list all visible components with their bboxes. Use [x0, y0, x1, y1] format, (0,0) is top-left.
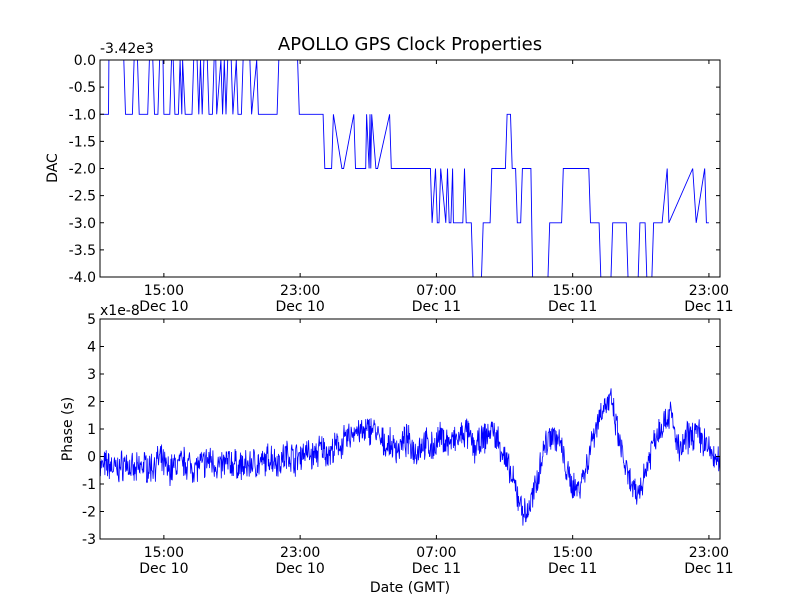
dac-y-tick-label: -2.5 [69, 189, 96, 205]
phase-y-axis-label: Phase (s) [60, 397, 76, 461]
phase-series-line-0 [100, 388, 720, 526]
dac-x-tick-date-label: Dec 10 [139, 299, 188, 315]
dac-line-layer [100, 60, 709, 277]
phase-offset-label: x1e-8 [100, 303, 140, 319]
phase-x-tick-time-label: 23:00 [280, 545, 320, 561]
phase-y-tick-label: 3 [87, 367, 96, 383]
phase-x-tick-date-label: Dec 11 [412, 561, 461, 577]
dac-x-tick-date-label: Dec 11 [684, 299, 733, 315]
phase-y-tick-label: -1 [82, 477, 96, 493]
dac-series-line-0 [100, 60, 709, 277]
phase-x-tick-date-label: Dec 11 [548, 561, 597, 577]
phase-line-layer [100, 388, 720, 526]
dac-y-tick-label: -3.0 [69, 216, 96, 232]
phase-x-tick-date-label: Dec 10 [275, 561, 324, 577]
dac-x-tick-time-label: 23:00 [689, 283, 729, 299]
phase-y-tick-label: 4 [87, 340, 96, 356]
dac-x-tick-time-label: 07:00 [416, 283, 456, 299]
figure-title: APOLLO GPS Clock Properties [278, 34, 542, 55]
dac-y-tick-label: -3.5 [69, 243, 96, 259]
dac-offset-label: -3.42e3 [100, 41, 154, 57]
phase-x-tick-date-label: Dec 10 [139, 561, 188, 577]
dac-y-tick-label: -1.0 [69, 107, 96, 123]
phase-x-tick-time-label: 07:00 [416, 545, 456, 561]
phase-y-tick-label: -2 [82, 505, 96, 521]
dac-y-tick-label: -2.0 [69, 162, 96, 178]
dac-y-tick-label: 0.0 [74, 53, 96, 69]
dac-y-tick-label: -1.5 [69, 134, 96, 150]
phase-x-tick-time-label: 15:00 [144, 545, 184, 561]
phase-y-tick-label: 1 [87, 422, 96, 438]
dac-ticks: 0.0 -0.5 -1.0 -1.5 -2.0 -2.5 -3.0 -3.5 -4.0 15:00… [69, 53, 734, 315]
phase-y-tick-label: 5 [87, 312, 96, 328]
phase-y-tick-label: -3 [82, 532, 96, 548]
dac-x-tick-date-label: Dec 11 [412, 299, 461, 315]
phase-y-tick-label: 2 [87, 395, 96, 411]
dac-subplot: 0.0 -0.5 -1.0 -1.5 -2.0 -2.5 -3.0 -3.5 -4.0 15:00… [45, 41, 734, 315]
phase-x-axis-label: Date (GMT) [370, 580, 450, 596]
dac-x-tick-time-label: 23:00 [280, 283, 320, 299]
phase-x-tick-time-label: 15:00 [552, 545, 592, 561]
dac-x-tick-date-label: Dec 11 [548, 299, 597, 315]
dac-x-tick-date-label: Dec 10 [275, 299, 324, 315]
dac-x-tick-time-label: 15:00 [552, 283, 592, 299]
dac-y-axis-label: DAC [45, 153, 61, 183]
dac-y-tick-label: -4.0 [69, 270, 96, 286]
phase-x-tick-time-label: 23:00 [689, 545, 729, 561]
dac-x-tick-time-label: 15:00 [144, 283, 184, 299]
phase-y-tick-label: 0 [87, 450, 96, 466]
dac-y-tick-label: -0.5 [69, 80, 96, 96]
phase-x-tick-date-label: Dec 11 [684, 561, 733, 577]
